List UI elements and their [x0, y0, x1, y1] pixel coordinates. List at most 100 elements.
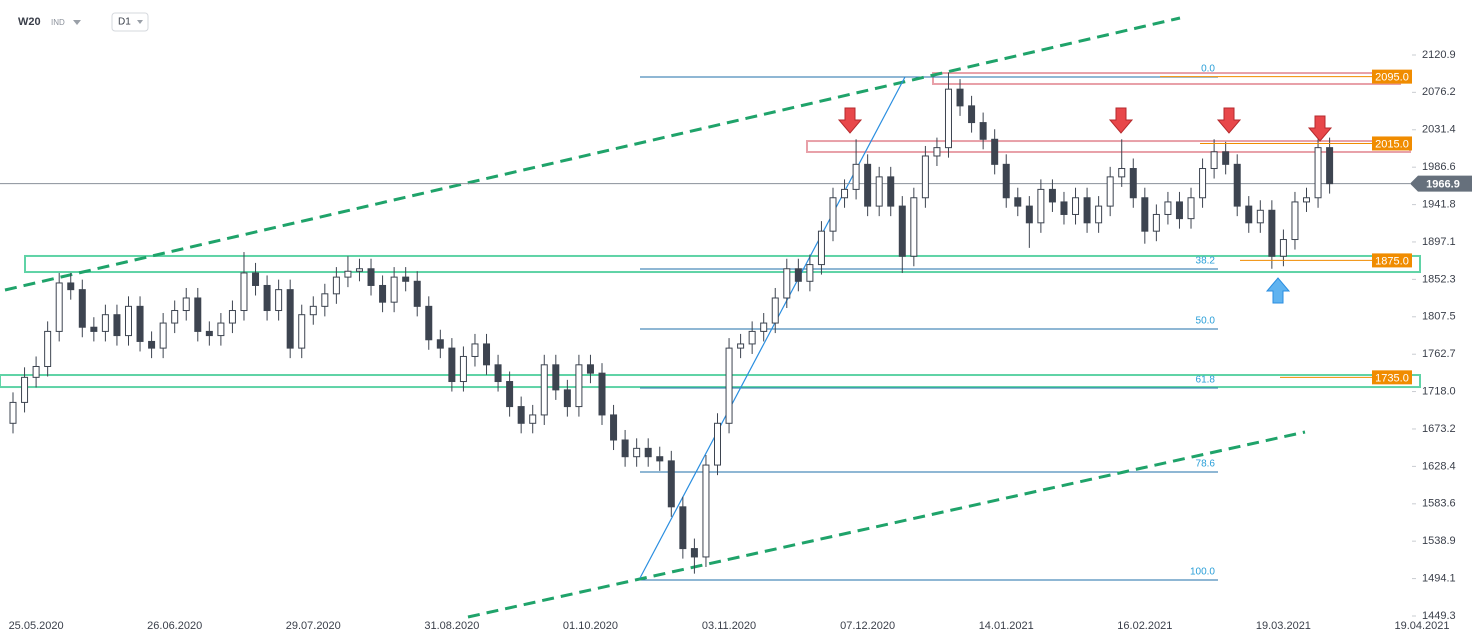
candle-body: [1083, 197, 1091, 224]
candle-body: [621, 439, 629, 458]
y-tick-label: 1628.4: [1422, 460, 1456, 472]
candle-body: [794, 268, 802, 282]
trend-line: [4, 16, 1181, 292]
candle-body: [656, 456, 664, 462]
interval-box[interactable]: [111, 12, 149, 32]
y-tick-label: 1852.3: [1422, 273, 1456, 285]
x-tick-label: 25.05.2020: [9, 620, 64, 632]
y-tick-label: 1897.1: [1422, 236, 1456, 248]
last-price-tag: [1410, 175, 1472, 192]
candle-body: [529, 414, 537, 424]
candle-body: [829, 197, 837, 232]
y-tick-label: 1538.9: [1422, 535, 1456, 547]
candle-body: [690, 548, 698, 558]
candle-body: [1060, 201, 1068, 215]
candle-body: [1187, 197, 1195, 220]
fib-label: 0.0: [1201, 64, 1215, 75]
x-tick-label: 19.04.2021: [1394, 620, 1449, 632]
candle-body: [205, 330, 213, 337]
candle-body: [817, 230, 825, 266]
candle-body: [921, 155, 929, 199]
candle-body: [1129, 168, 1137, 199]
candle-body: [1106, 176, 1114, 207]
candle-body: [298, 314, 306, 349]
candle-body: [1199, 168, 1207, 199]
candle-body: [910, 197, 918, 257]
candle-body: [991, 138, 999, 165]
candle-body: [667, 460, 675, 508]
fib-label: 100.0: [1190, 567, 1215, 578]
level-tag: [1372, 370, 1412, 385]
candle-body: [506, 381, 514, 408]
x-tick-label: 14.01.2021: [979, 620, 1034, 632]
x-tick-label: 29.07.2020: [286, 620, 341, 632]
candle-body: [309, 305, 317, 316]
candle-body: [864, 163, 872, 207]
candle-body: [9, 401, 17, 424]
arrow-up: [1265, 277, 1291, 304]
candle-body: [563, 389, 571, 408]
candle-body: [78, 289, 86, 328]
level-tag: [1372, 253, 1412, 268]
candle-body: [194, 297, 202, 332]
candle-body: [956, 88, 964, 107]
candle-body: [841, 188, 849, 199]
y-tick-label: 1583.6: [1422, 498, 1456, 510]
candle-body: [679, 506, 687, 550]
candle-body: [1095, 205, 1103, 224]
candle-body: [379, 284, 387, 303]
candle-body: [933, 147, 941, 157]
candle-body: [1303, 197, 1311, 203]
candle-body: [436, 339, 444, 349]
candle-body: [1141, 197, 1149, 232]
arrow-down: [1216, 107, 1242, 134]
zone: [932, 72, 1401, 85]
candle-body: [21, 376, 29, 403]
candle-body: [760, 322, 768, 332]
last-price-label: 1966.9: [1426, 179, 1460, 191]
candle-body: [1048, 188, 1056, 203]
candle-body: [887, 176, 895, 207]
y-tick-label: 1762.7: [1422, 348, 1456, 360]
candle-body: [90, 326, 98, 332]
x-tick-label: 16.02.2021: [1117, 620, 1172, 632]
candle-body: [517, 406, 525, 424]
level-tag-label: 1875.0: [1375, 255, 1409, 267]
level-tag-label: 2095.0: [1375, 72, 1409, 84]
level-tag: [1372, 136, 1412, 151]
interval: D1: [118, 17, 131, 28]
y-tick-label: 1718.0: [1422, 385, 1456, 397]
level-tag-label: 2015.0: [1375, 138, 1409, 150]
x-tick-label: 26.06.2020: [147, 620, 202, 632]
candle-body: [275, 289, 283, 312]
y-tick-label: 2120.9: [1422, 49, 1456, 61]
candle-body: [1222, 151, 1230, 165]
candle-body: [44, 330, 52, 367]
dropdown-caret[interactable]: [73, 20, 81, 25]
candle-body: [286, 289, 294, 349]
fib-label: 78.6: [1196, 459, 1216, 470]
candle-body: [1291, 201, 1299, 241]
candle-body: [1025, 205, 1033, 224]
candle-body: [714, 422, 721, 466]
candle-body: [852, 163, 860, 190]
candle-body: [586, 364, 594, 374]
y-tick-label: 1941.8: [1422, 199, 1456, 211]
y-tick-label: 1986.6: [1422, 161, 1456, 173]
candle-body: [1037, 188, 1045, 224]
candle-body: [1326, 147, 1334, 185]
candle-body: [968, 105, 976, 124]
candle-body: [979, 122, 987, 140]
candle-body: [575, 364, 583, 408]
candle-body: [944, 88, 952, 149]
x-tick-label: 07.12.2020: [840, 620, 895, 632]
candle-body: [1002, 163, 1010, 199]
candle-body: [898, 205, 906, 257]
candle-body: [136, 305, 144, 342]
candle-body: [783, 268, 791, 299]
candle-body: [448, 347, 456, 383]
candle-body: [1233, 163, 1241, 207]
candle-body: [806, 264, 814, 282]
fib-label: 61.8: [1196, 375, 1216, 386]
candle-body: [1210, 151, 1218, 170]
